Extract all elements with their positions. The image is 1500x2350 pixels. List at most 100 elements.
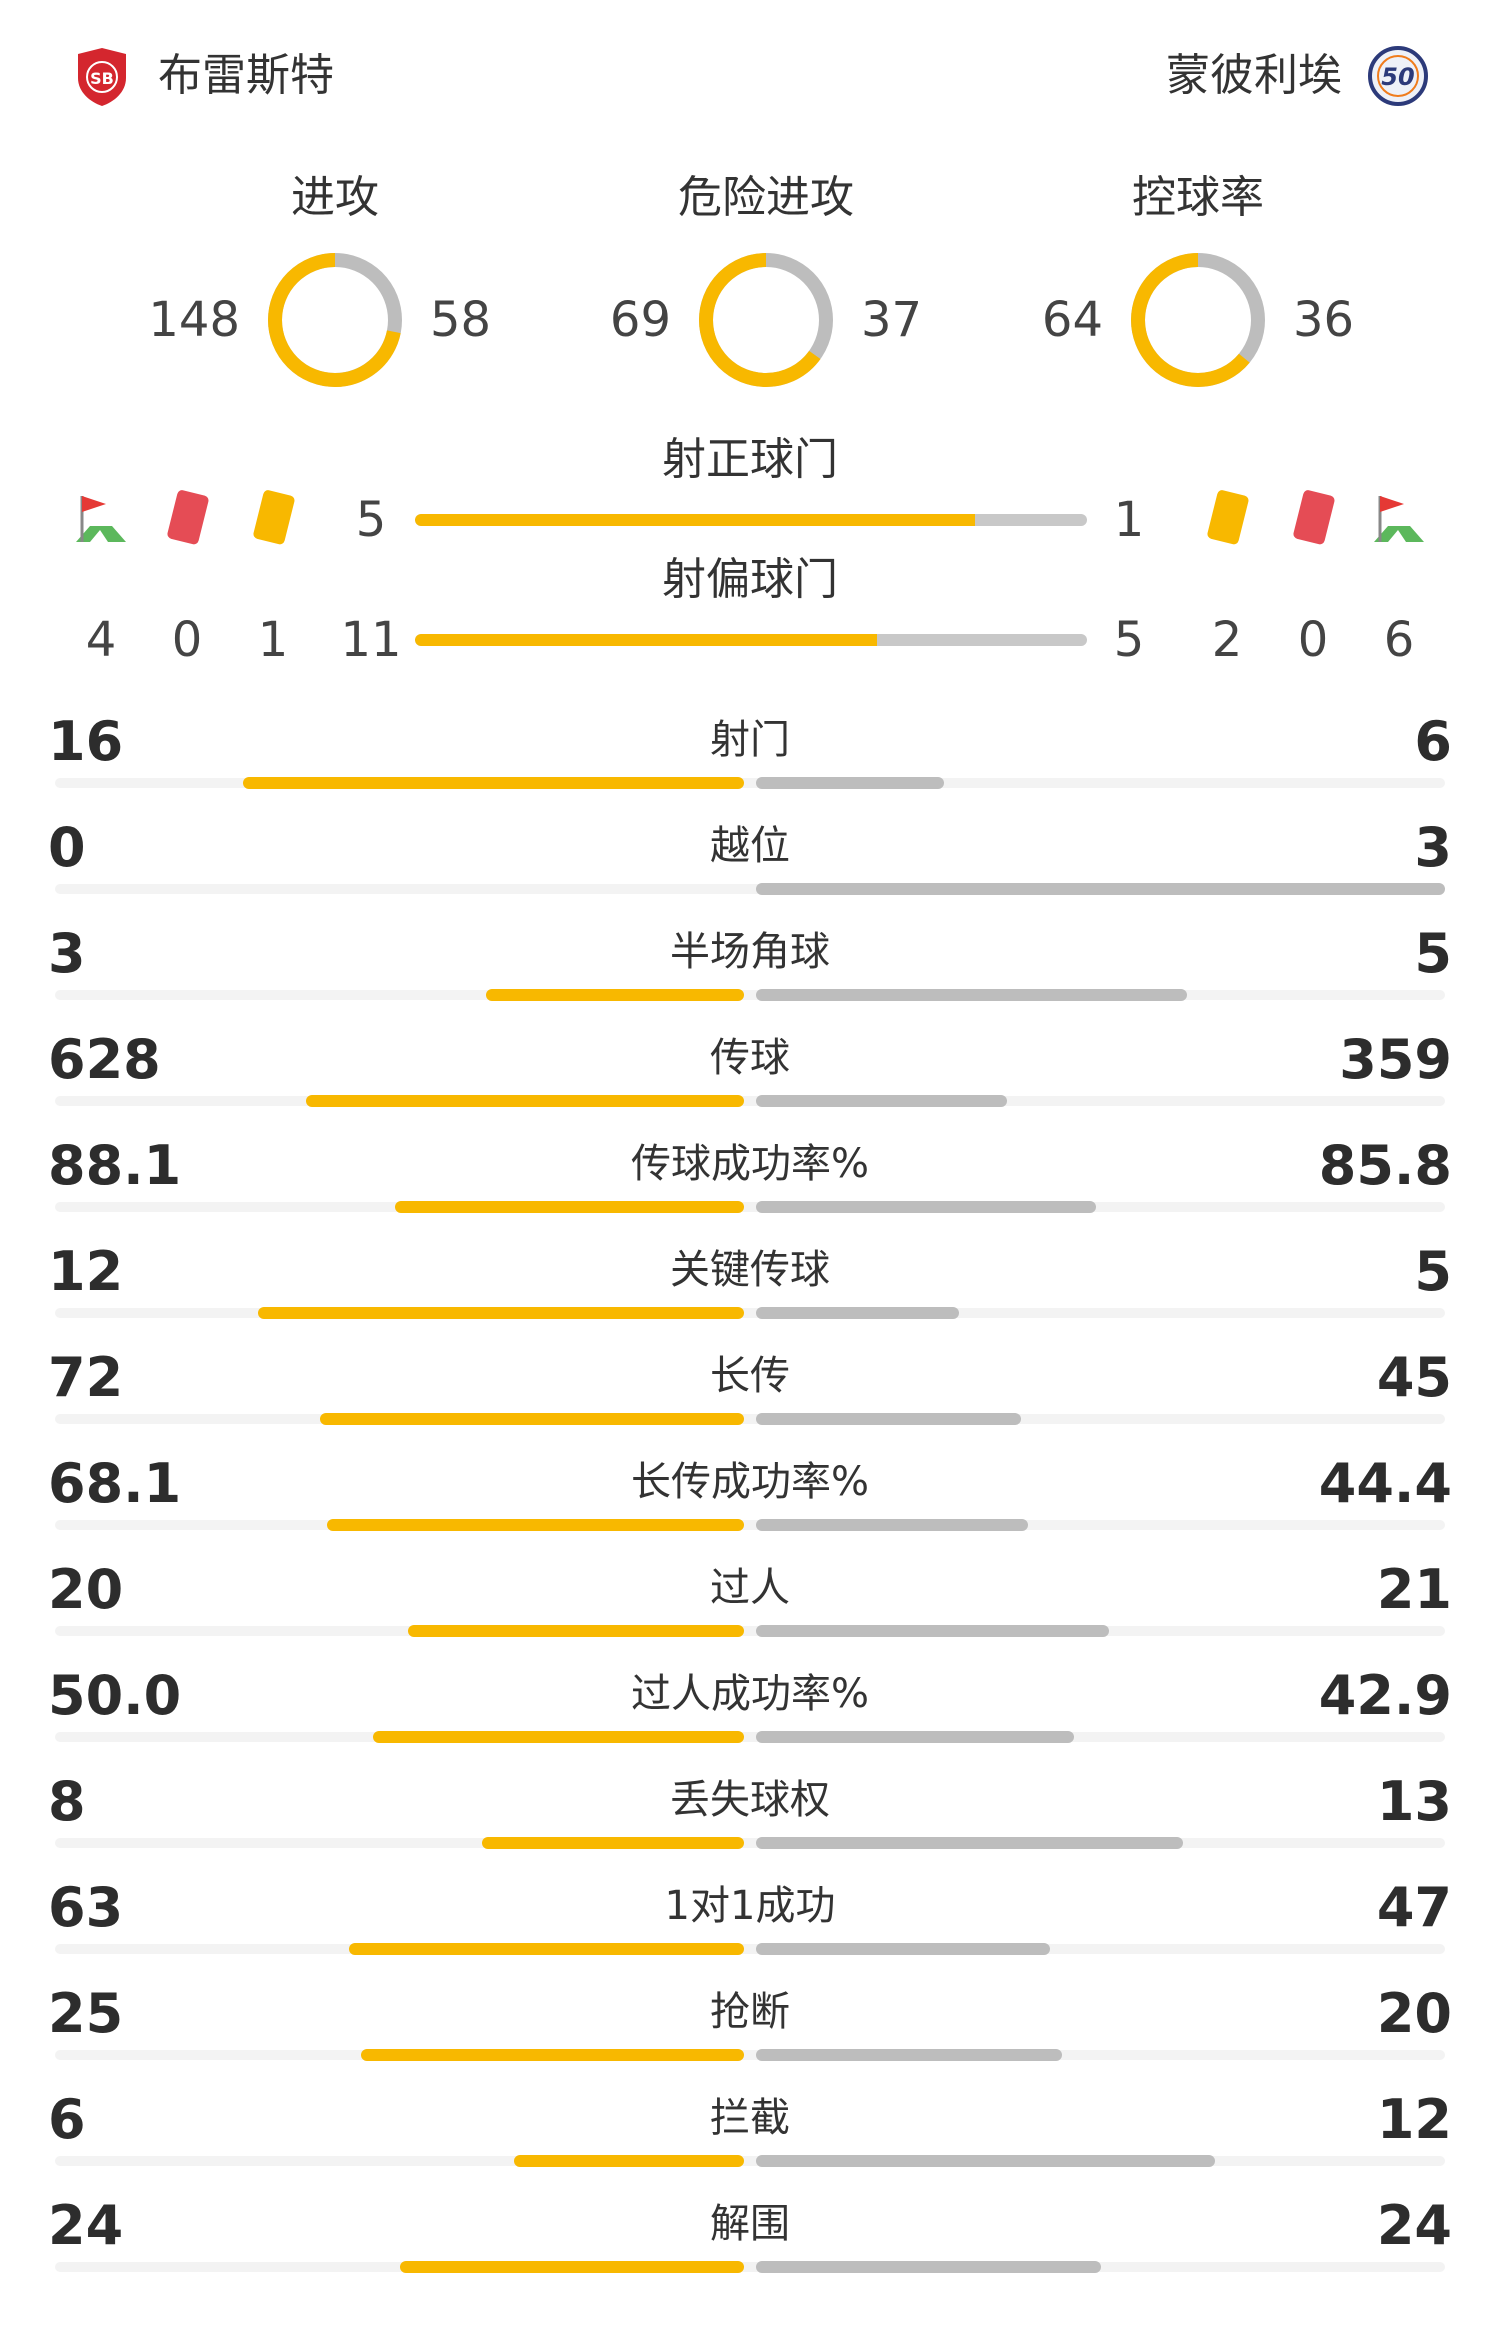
donut-chart: [695, 249, 837, 391]
stat-away-bar: [756, 1095, 1007, 1107]
home-shots-off-target: 11: [340, 612, 402, 668]
stat-home-bar: [305, 1095, 744, 1107]
stat-label: 射门: [710, 717, 790, 763]
donut-home-value: 64: [1041, 292, 1103, 348]
stat-home-value: 68.1: [48, 1452, 182, 1515]
stat-bar-track: [55, 2262, 1445, 2272]
stat-label: 抢断: [710, 1989, 790, 2035]
stat-home-value: 628: [48, 1028, 161, 1091]
donut-home-value: 148: [148, 292, 240, 348]
stat-away-value: 20: [1376, 1982, 1452, 2045]
stat-away-value: 13: [1376, 1770, 1452, 1833]
svg-text:SB: SB: [90, 69, 114, 88]
home-corners-count: 4: [85, 612, 117, 668]
stat-home-bar: [394, 1201, 744, 1213]
away-shots-on-target: 1: [1113, 492, 1145, 548]
stat-home-value: 16: [48, 710, 124, 773]
stat-label: 长传成功率%: [630, 1459, 869, 1505]
stat-away-value: 47: [1376, 1876, 1452, 1939]
home-team-logo: SB: [70, 44, 134, 108]
stat-home-bar: [514, 2155, 744, 2167]
donut-home-arc: [699, 253, 833, 387]
stat-away-bar: [756, 989, 1187, 1001]
stat-bar-track: [55, 1732, 1445, 1742]
stat-away-bar: [756, 777, 944, 789]
stat-bar-track: [55, 2050, 1445, 2060]
svg-text:50: 50: [1381, 63, 1414, 91]
stat-home-value: 50.0: [48, 1664, 182, 1727]
stat-home-bar: [373, 1731, 744, 1743]
stat-bar-track: [55, 1838, 1445, 1848]
stat-label: 半场角球: [670, 929, 830, 975]
stat-home-bar: [481, 1837, 744, 1849]
stat-label: 关键传球: [670, 1247, 830, 1293]
shots-off-target-bar: [415, 634, 1087, 646]
stat-label: 过人: [710, 1565, 790, 1611]
corner-flag-icon: [1370, 490, 1428, 548]
stat-away-bar: [756, 2049, 1063, 2061]
stat-home-bar: [326, 1519, 744, 1531]
home-red-cards-count: 0: [171, 612, 203, 668]
stat-bar-track: [55, 2156, 1445, 2166]
donut-away-value: 37: [861, 292, 923, 348]
stat-away-value: 12: [1376, 2088, 1452, 2151]
home-shots-on-target: 5: [355, 492, 387, 548]
donut-title: 进攻: [291, 172, 379, 223]
stat-label: 传球: [710, 1035, 790, 1081]
stat-bar-track: [55, 778, 1445, 788]
stat-bar-track: [55, 1520, 1445, 1530]
stat-away-bar: [756, 1625, 1109, 1637]
shots-on-target-label: 射正球门: [662, 434, 838, 485]
shots-off-target-label: 射偏球门: [662, 554, 838, 605]
stat-home-bar: [242, 777, 744, 789]
yellow-card-icon: [244, 488, 302, 546]
stat-home-bar: [349, 1943, 744, 1955]
stat-home-value: 72: [48, 1346, 124, 1409]
stat-bar-track: [55, 884, 1445, 894]
donut-title: 控球率: [1132, 172, 1264, 223]
donut-home-arc: [1131, 253, 1265, 387]
stat-home-value: 3: [48, 922, 86, 985]
stat-bar-track: [55, 990, 1445, 1000]
stat-away-bar: [756, 1731, 1075, 1743]
stat-home-value: 63: [48, 1876, 124, 1939]
stat-home-value: 8: [48, 1770, 86, 1833]
stat-away-bar: [756, 1201, 1096, 1213]
stat-away-value: 42.9: [1318, 1664, 1452, 1727]
stat-away-bar: [756, 883, 1445, 895]
shots-on-target-bar: [415, 514, 1087, 526]
stat-label: 丢失球权: [670, 1777, 830, 1823]
away-yellow-cards-count: 2: [1211, 612, 1243, 668]
stat-home-bar: [361, 2049, 744, 2061]
stat-away-bar: [756, 1519, 1028, 1531]
stat-home-value: 88.1: [48, 1134, 182, 1197]
stat-away-value: 85.8: [1318, 1134, 1452, 1197]
stat-away-value: 21: [1376, 1558, 1452, 1621]
stat-bar-track: [55, 1944, 1445, 1954]
stat-away-value: 45: [1376, 1346, 1452, 1409]
home-team-name[interactable]: 布雷斯特: [158, 50, 334, 101]
stat-home-value: 25: [48, 1982, 124, 2045]
stat-away-value: 6: [1414, 710, 1452, 773]
stat-home-bar: [257, 1307, 744, 1319]
yellow-card-icon: [1198, 488, 1256, 546]
shots-on-target-home-fill: [415, 514, 975, 526]
donut-chart: [264, 249, 406, 391]
stat-label: 拦截: [710, 2095, 790, 2141]
stat-label: 过人成功率%: [630, 1671, 869, 1717]
stat-away-bar: [756, 1837, 1183, 1849]
stat-bar-track: [55, 1626, 1445, 1636]
donut-home-arc: [268, 253, 402, 387]
stat-away-bar: [756, 2155, 1216, 2167]
stat-home-value: 24: [48, 2194, 124, 2257]
stat-away-bar: [756, 1943, 1051, 1955]
stat-away-bar: [756, 2261, 1101, 2273]
donut-away-value: 58: [430, 292, 492, 348]
away-corners-count: 6: [1383, 612, 1415, 668]
stat-bar-track: [55, 1308, 1445, 1318]
away-team-name[interactable]: 蒙彼利埃: [1166, 50, 1342, 101]
stat-away-bar: [756, 1307, 959, 1319]
stat-bar-track: [55, 1096, 1445, 1106]
stat-away-value: 5: [1414, 922, 1452, 985]
donut-away-value: 36: [1293, 292, 1355, 348]
